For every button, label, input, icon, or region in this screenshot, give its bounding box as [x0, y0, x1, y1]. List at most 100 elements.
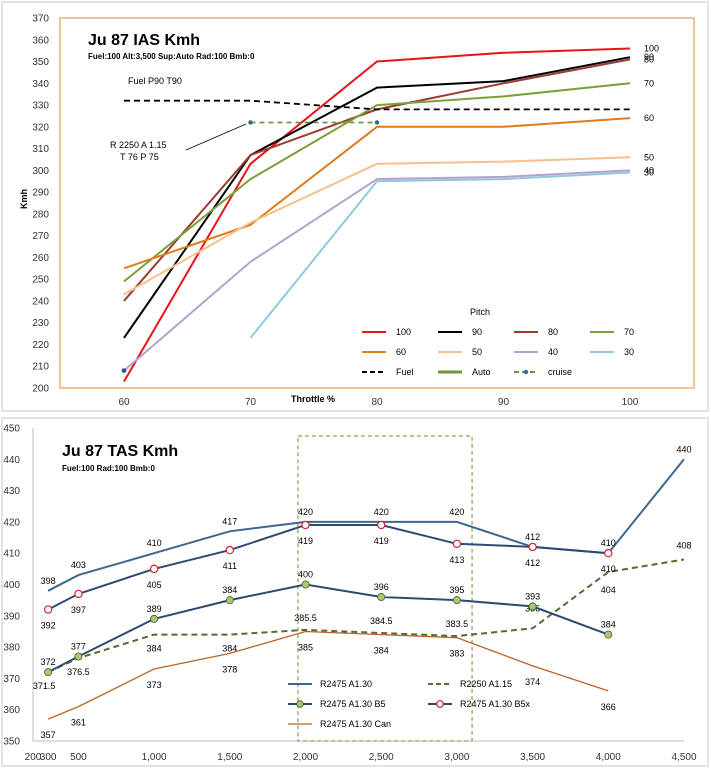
top-legend-label-cruise: cruise: [548, 367, 572, 377]
bottom-x-tick-label: 500: [70, 752, 87, 763]
top-y-tick-label: 210: [32, 362, 49, 373]
top-legend-label-Auto: Auto: [472, 367, 491, 377]
top-end-label-60: 60: [644, 113, 654, 123]
bottom-data-label: 420: [374, 507, 389, 517]
top-end-label-100: 100: [644, 43, 659, 53]
bottom-data-label: 384.5: [370, 616, 393, 626]
bottom-data-label: 412: [525, 558, 540, 568]
bottom-data-label: 410: [601, 538, 616, 548]
top-series-line-30: [249, 171, 631, 339]
top-y-tick-label: 350: [32, 57, 49, 68]
top-legend-label-50: 50: [472, 347, 482, 357]
bottom-data-label: 404: [601, 585, 616, 595]
top-end-label-70: 70: [644, 78, 654, 88]
bottom-legend-label: R2475 A1.30 B5: [320, 699, 386, 709]
top-legend-label-Fuel: Fuel: [396, 367, 414, 377]
bottom-data-label: 419: [374, 536, 389, 546]
bottom-x-tick-label: 2,000: [293, 752, 318, 763]
annotation-leader-cruise: [185, 123, 247, 151]
top-legend-title: Pitch: [470, 307, 490, 317]
top-legend-marker-cruise: [523, 369, 529, 375]
bottom-data-label: 385: [298, 642, 313, 652]
b5x-marker: [452, 539, 462, 549]
b5x-marker: [74, 589, 83, 599]
bottom-x-tick-label: 3,000: [444, 752, 469, 763]
top-y-tick-label: 220: [32, 340, 49, 351]
b5-marker: [44, 668, 53, 677]
bottom-y-tick-label: 420: [3, 517, 20, 528]
annotation-fuel: Fuel P90 T90: [128, 76, 182, 86]
top-y-tick-label: 330: [32, 101, 49, 112]
b5-marker: [74, 652, 83, 661]
bottom-y-tick-label: 430: [3, 486, 20, 497]
b5-marker: [377, 593, 386, 602]
bottom-data-label: 398: [41, 576, 56, 586]
bottom-x-tick-label: 300: [40, 752, 57, 763]
top-x-tick-label: 90: [498, 397, 510, 408]
top-chart-subtitle: Fuel:100 Alt:3,500 Sup:Auto Rad:100 Bmb:…: [88, 52, 255, 61]
cruise-point: [248, 120, 253, 125]
bottom-series-line-4: [47, 630, 609, 720]
bottom-data-label: 384: [601, 620, 616, 630]
top-series-line-90: [123, 56, 631, 339]
top-y-tick-label: 370: [32, 14, 49, 25]
b5-marker: [225, 596, 234, 605]
annotation-cruise-1: R 2250 A 1.15: [110, 140, 167, 150]
bottom-legend-marker-b5x: [436, 700, 444, 708]
top-legend-label-60: 60: [396, 347, 406, 357]
top-chart-title: Ju 87 IAS Kmh: [88, 32, 200, 49]
bottom-data-label: 413: [449, 555, 464, 565]
bottom-y-tick-label: 440: [3, 455, 20, 466]
bottom-y-tick-label: 390: [3, 611, 20, 622]
bottom-x-tick-label: 1,000: [142, 752, 167, 763]
top-y-tick-label: 250: [32, 275, 49, 286]
bottom-y-tick-label: 380: [3, 643, 20, 654]
top-y-axis-title: Kmh: [19, 189, 29, 209]
bottom-data-label: 376.5: [67, 667, 90, 677]
bottom-data-label: 366: [601, 702, 616, 712]
bottom-y-tick-label: 370: [3, 674, 20, 685]
bottom-y-tick-label: 350: [3, 737, 20, 748]
b5x-marker: [301, 520, 310, 530]
b5x-marker: [149, 564, 159, 574]
bottom-x-tick-label: 2,500: [369, 752, 394, 763]
top-y-tick-label: 320: [32, 122, 49, 133]
bottom-y-tick-label: 410: [3, 549, 20, 560]
bottom-data-label: 383: [449, 649, 464, 659]
top-y-tick-label: 300: [32, 166, 49, 177]
bottom-data-label: 384: [147, 644, 162, 654]
bottom-data-label: 395: [449, 585, 464, 595]
bottom-data-label: 393: [525, 591, 540, 601]
bottom-data-label: 440: [676, 444, 691, 454]
start-point-marker: [121, 368, 127, 373]
top-y-tick-label: 270: [32, 231, 49, 242]
bottom-data-label: 400: [298, 570, 313, 580]
top-y-tick-label: 230: [32, 318, 49, 329]
bottom-data-label: 378: [222, 664, 237, 674]
b5-marker: [301, 580, 310, 589]
top-series-line-70: [123, 82, 631, 283]
bottom-y-tick-label: 450: [3, 424, 20, 435]
bottom-data-label: 397: [71, 605, 86, 615]
top-y-tick-label: 340: [32, 79, 49, 90]
top-y-tick-label: 290: [32, 188, 49, 199]
top-series-line-Fuel: [124, 99, 630, 111]
top-end-label-80: 80: [644, 54, 654, 64]
bottom-data-label: 408: [676, 540, 691, 550]
bottom-data-label: 384: [374, 646, 389, 656]
bottom-data-label: 412: [525, 532, 540, 542]
bottom-y-tick-label: 400: [3, 580, 20, 591]
bottom-legend-label: R2475 A1.30 Can: [320, 719, 391, 729]
bottom-data-label: 403: [71, 560, 86, 570]
top-y-tick-label: 310: [32, 144, 49, 155]
top-y-tick-label: 280: [32, 209, 49, 220]
top-x-tick-label: 80: [371, 397, 383, 408]
b5x-marker: [604, 549, 613, 558]
bottom-data-label: 357: [41, 730, 56, 740]
b5-marker: [452, 596, 461, 605]
bottom-x-tick-label: 1,500: [217, 752, 242, 763]
b5-marker: [604, 630, 613, 639]
bottom-data-label: 389: [147, 604, 162, 614]
